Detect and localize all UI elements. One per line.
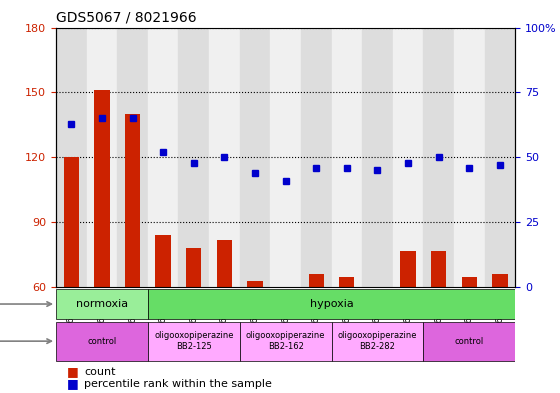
Bar bbox=[362, 28, 393, 287]
Bar bbox=[332, 28, 362, 287]
Text: normoxia: normoxia bbox=[76, 299, 128, 309]
Bar bbox=[270, 28, 301, 287]
Bar bbox=[301, 28, 332, 287]
Text: oligooxopiperazine
BB2-282: oligooxopiperazine BB2-282 bbox=[338, 331, 417, 351]
Bar bbox=[484, 28, 515, 287]
Bar bbox=[156, 235, 171, 287]
Bar bbox=[209, 28, 240, 287]
Bar bbox=[240, 28, 270, 287]
Text: ■: ■ bbox=[67, 365, 79, 378]
Text: stress: stress bbox=[0, 299, 52, 309]
Bar bbox=[461, 277, 477, 287]
Text: percentile rank within the sample: percentile rank within the sample bbox=[84, 379, 272, 389]
Bar bbox=[125, 114, 140, 287]
Bar bbox=[431, 250, 446, 287]
Text: control: control bbox=[455, 337, 484, 346]
Text: GDS5067 / 8021966: GDS5067 / 8021966 bbox=[56, 11, 197, 25]
FancyBboxPatch shape bbox=[56, 321, 148, 361]
Bar bbox=[186, 248, 202, 287]
Bar bbox=[94, 90, 110, 287]
Text: agent: agent bbox=[0, 336, 52, 346]
Text: hypoxia: hypoxia bbox=[310, 299, 353, 309]
Bar bbox=[400, 250, 416, 287]
Bar bbox=[309, 274, 324, 287]
Text: ■: ■ bbox=[67, 377, 79, 390]
Bar bbox=[56, 28, 87, 287]
FancyBboxPatch shape bbox=[148, 289, 515, 319]
FancyBboxPatch shape bbox=[56, 289, 148, 319]
Bar bbox=[393, 28, 423, 287]
Bar bbox=[179, 28, 209, 287]
FancyBboxPatch shape bbox=[240, 321, 332, 361]
Text: oligooxopiperazine
BB2-162: oligooxopiperazine BB2-162 bbox=[246, 331, 325, 351]
Text: count: count bbox=[84, 367, 115, 377]
FancyBboxPatch shape bbox=[148, 321, 240, 361]
Bar bbox=[423, 28, 454, 287]
Bar bbox=[117, 28, 148, 287]
Text: control: control bbox=[87, 337, 116, 346]
FancyBboxPatch shape bbox=[332, 321, 423, 361]
Bar bbox=[492, 274, 507, 287]
Bar bbox=[217, 240, 232, 287]
Bar bbox=[339, 277, 354, 287]
FancyBboxPatch shape bbox=[423, 321, 515, 361]
Bar bbox=[454, 28, 484, 287]
Bar bbox=[148, 28, 179, 287]
Bar bbox=[248, 281, 263, 287]
Text: oligooxopiperazine
BB2-125: oligooxopiperazine BB2-125 bbox=[154, 331, 234, 351]
Bar bbox=[64, 158, 79, 287]
Bar bbox=[87, 28, 117, 287]
